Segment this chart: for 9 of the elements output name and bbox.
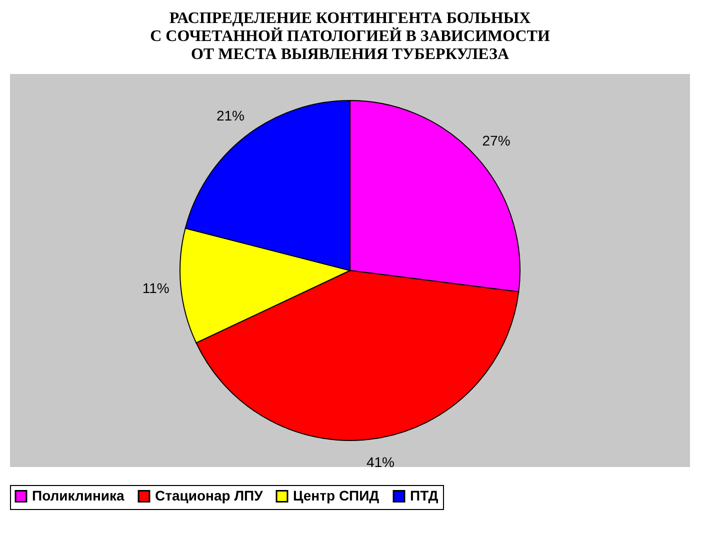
data-label: 41% xyxy=(366,454,395,470)
data-label: 27% xyxy=(482,132,510,149)
legend-label: ПТД xyxy=(410,487,438,504)
data-label: 11% xyxy=(142,280,170,296)
data-label: 21% xyxy=(216,107,244,124)
chart-title: РАСПРЕДЕЛЕНИЕ КОНТИНГЕНТА БОЛЬНЫХ С СОЧЕТАННОЙ ПАТОЛОГИЕЙ В ЗАВИСИМОСТИ ОТ МЕСТА ВЫЯВЛЕНИЯ ТУБЕРКУЛЕЗА xyxy=(150,10,550,63)
legend-label: Стационар ЛПУ xyxy=(155,487,264,504)
legend-label: Центр СПИД xyxy=(293,487,380,504)
legend-label: Поликлиника xyxy=(32,487,125,504)
